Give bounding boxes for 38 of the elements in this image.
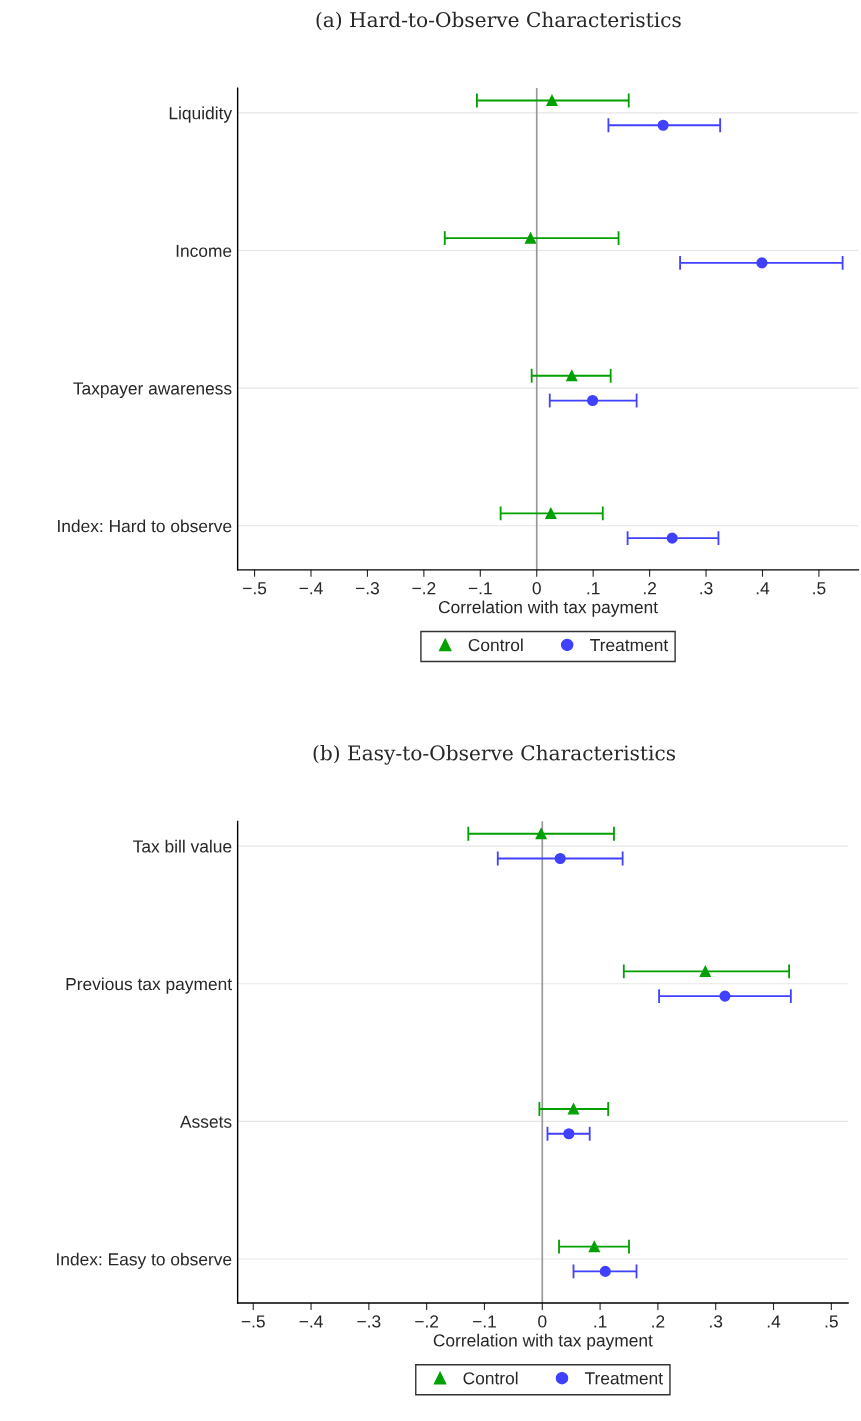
y-tick-label: Income xyxy=(176,244,232,257)
x-tick-label: 0 xyxy=(538,1315,547,1328)
x-tick-label: −.2 xyxy=(415,1315,439,1328)
x-tick-label: .4 xyxy=(756,582,770,595)
x-tick-label: −.1 xyxy=(468,582,492,595)
x-axis-title: Correlation with tax payment xyxy=(433,1333,653,1351)
y-tick-label: Tax bill value xyxy=(133,839,232,853)
x-tick-label: .5 xyxy=(825,1315,838,1328)
y-tick-label: Assets xyxy=(180,1115,232,1128)
legend-label: Control xyxy=(468,638,523,652)
x-tick-label: 0 xyxy=(532,582,541,595)
x-tick-label: −.2 xyxy=(412,582,436,595)
x-tick-label: −.4 xyxy=(299,1315,323,1328)
x-tick-label: .5 xyxy=(813,582,826,595)
x-tick-label: −.3 xyxy=(355,582,379,595)
x-tick-label: .4 xyxy=(767,1315,781,1328)
x-axis-title: Correlation with tax payment xyxy=(438,600,658,617)
x-tick-label: .1 xyxy=(587,582,600,595)
y-tick-label: Taxpayer awareness xyxy=(73,382,232,399)
x-tick-label: .1 xyxy=(594,1315,607,1328)
legend-label: Treatment xyxy=(584,1372,663,1385)
legend-label: Treatment xyxy=(590,639,669,652)
legend-label: Control xyxy=(463,1371,518,1385)
x-tick-label: .2 xyxy=(643,582,656,595)
x-tick-label: −.3 xyxy=(357,1315,381,1328)
chart-title: (b) Easy-to-Observe Characteristics xyxy=(313,744,676,765)
x-tick-label: .3 xyxy=(710,1315,723,1328)
x-tick-label: −.5 xyxy=(241,1315,265,1328)
x-tick-label: .2 xyxy=(652,1315,665,1328)
y-tick-label: Index: Hard to observe xyxy=(58,519,232,533)
x-tick-label: −.5 xyxy=(243,582,267,595)
y-tick-label: Liquidity xyxy=(169,106,233,123)
y-tick-label: Index: Easy to observe xyxy=(57,1252,232,1269)
x-tick-label: −.4 xyxy=(299,582,323,595)
x-tick-label: −.1 xyxy=(473,1315,496,1328)
chart-title: (a) Hard-to-Observe Characteristics xyxy=(316,11,681,31)
y-tick-label: Previous tax payment xyxy=(66,977,232,994)
x-tick-label: .3 xyxy=(700,582,713,595)
